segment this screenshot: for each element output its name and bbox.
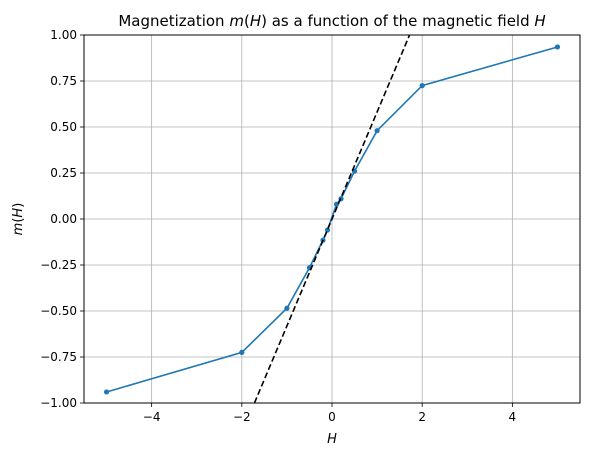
data-point <box>284 305 290 311</box>
y-tick-label: −0.50 <box>40 304 77 318</box>
data-point <box>333 201 340 207</box>
y-tick-label: 0.25 <box>50 166 77 180</box>
y-tick-label: 0.50 <box>50 120 77 134</box>
data-point <box>374 128 380 134</box>
y-tick-label: −1.00 <box>40 396 77 410</box>
chart-title: Magnetization m(H) as a function of the … <box>118 12 545 30</box>
x-tick-label: 2 <box>418 410 426 424</box>
x-ticks: −4 −2 0 2 4 <box>143 403 516 424</box>
data-point <box>419 83 425 89</box>
linear-fit-line <box>253 35 411 403</box>
x-tick-label: −4 <box>143 410 161 424</box>
data-point <box>554 44 561 50</box>
x-axis-label: H <box>327 432 337 447</box>
x-tick-label: 0 <box>328 410 336 424</box>
x-tick-label: −2 <box>233 410 251 424</box>
y-tick-label: 0.00 <box>50 212 77 226</box>
y-tick-label: 0.75 <box>50 74 77 88</box>
y-tick-label: 1.00 <box>50 28 77 42</box>
data-point <box>103 389 110 395</box>
x-tick-label: 4 <box>509 410 517 424</box>
y-ticks: −1.00 −0.75 −0.50 −0.25 0.00 0.25 0.50 0.75 1.00 <box>40 28 84 410</box>
y-tick-label: −0.75 <box>40 350 77 364</box>
series-layer <box>103 35 561 403</box>
data-point <box>239 349 245 355</box>
y-axis-label: m(H) <box>11 203 26 236</box>
data-point <box>324 227 331 233</box>
y-tick-label: −0.25 <box>40 258 77 272</box>
